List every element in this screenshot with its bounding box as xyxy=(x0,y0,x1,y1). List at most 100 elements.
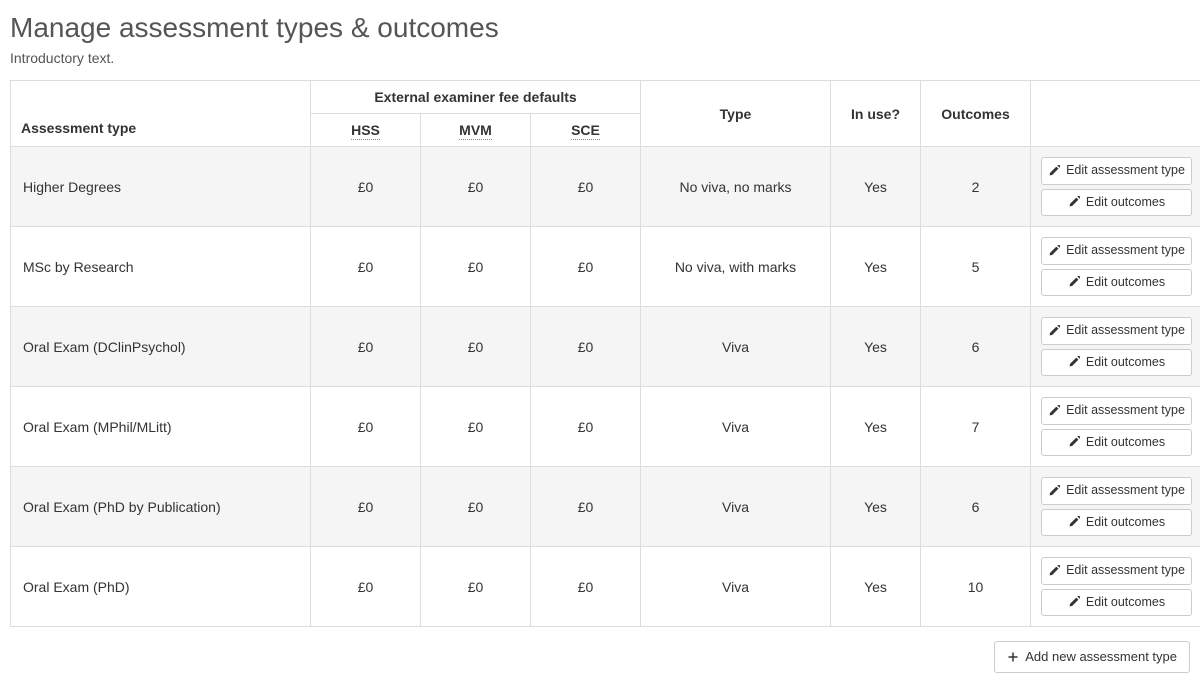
cell-actions: Edit assessment type Edit outcomes xyxy=(1031,227,1200,307)
cell-mvm: £0 xyxy=(421,467,531,547)
cell-name: Oral Exam (DClinPsychol) xyxy=(11,307,311,387)
table-row: MSc by Research £0 £0 £0 No viva, with m… xyxy=(11,227,1200,307)
cell-sce: £0 xyxy=(531,147,641,227)
edit-assessment-type-button[interactable]: Edit assessment type xyxy=(1041,237,1192,265)
cell-sce: £0 xyxy=(531,227,641,307)
pencil-icon xyxy=(1048,405,1060,417)
cell-name: MSc by Research xyxy=(11,227,311,307)
pencil-icon xyxy=(1068,596,1080,608)
col-fee-group: External examiner fee defaults xyxy=(311,81,641,114)
col-type: Type xyxy=(641,81,831,147)
edit-outcomes-label: Edit outcomes xyxy=(1086,274,1165,292)
cell-in-use: Yes xyxy=(831,467,921,547)
add-assessment-type-label: Add new assessment type xyxy=(1025,648,1177,666)
cell-mvm: £0 xyxy=(421,147,531,227)
col-sce: SCE xyxy=(531,114,641,147)
edit-outcomes-label: Edit outcomes xyxy=(1086,194,1165,212)
cell-mvm: £0 xyxy=(421,307,531,387)
cell-actions: Edit assessment type Edit outcomes xyxy=(1031,387,1200,467)
edit-assessment-type-label: Edit assessment type xyxy=(1066,562,1185,580)
pencil-icon xyxy=(1068,516,1080,528)
edit-assessment-type-button[interactable]: Edit assessment type xyxy=(1041,557,1192,585)
cell-mvm: £0 xyxy=(421,387,531,467)
cell-sce: £0 xyxy=(531,467,641,547)
cell-name: Oral Exam (PhD) xyxy=(11,547,311,627)
cell-actions: Edit assessment type Edit outcomes xyxy=(1031,467,1200,547)
edit-assessment-type-button[interactable]: Edit assessment type xyxy=(1041,317,1192,345)
cell-in-use: Yes xyxy=(831,387,921,467)
cell-in-use: Yes xyxy=(831,147,921,227)
col-hss: HSS xyxy=(311,114,421,147)
cell-type: Viva xyxy=(641,467,831,547)
cell-name: Oral Exam (MPhil/MLitt) xyxy=(11,387,311,467)
edit-outcomes-button[interactable]: Edit outcomes xyxy=(1041,429,1192,457)
edit-outcomes-button[interactable]: Edit outcomes xyxy=(1041,589,1192,617)
table-row: Oral Exam (MPhil/MLitt) £0 £0 £0 Viva Ye… xyxy=(11,387,1200,467)
plus-icon xyxy=(1007,651,1019,663)
cell-in-use: Yes xyxy=(831,547,921,627)
cell-type: No viva, no marks xyxy=(641,147,831,227)
cell-in-use: Yes xyxy=(831,227,921,307)
table-row: Oral Exam (PhD) £0 £0 £0 Viva Yes 10 Edi… xyxy=(11,547,1200,627)
cell-mvm: £0 xyxy=(421,227,531,307)
cell-outcomes: 5 xyxy=(921,227,1031,307)
add-assessment-type-button[interactable]: Add new assessment type xyxy=(994,641,1190,673)
edit-assessment-type-label: Edit assessment type xyxy=(1066,242,1185,260)
edit-assessment-type-label: Edit assessment type xyxy=(1066,322,1185,340)
pencil-icon xyxy=(1048,565,1060,577)
table-row: Oral Exam (DClinPsychol) £0 £0 £0 Viva Y… xyxy=(11,307,1200,387)
intro-text: Introductory text. xyxy=(10,50,1190,66)
cell-actions: Edit assessment type Edit outcomes xyxy=(1031,547,1200,627)
cell-hss: £0 xyxy=(311,387,421,467)
edit-outcomes-label: Edit outcomes xyxy=(1086,514,1165,532)
cell-outcomes: 10 xyxy=(921,547,1031,627)
cell-mvm: £0 xyxy=(421,547,531,627)
edit-outcomes-button[interactable]: Edit outcomes xyxy=(1041,509,1192,537)
pencil-icon xyxy=(1048,485,1060,497)
cell-type: Viva xyxy=(641,387,831,467)
cell-sce: £0 xyxy=(531,387,641,467)
edit-assessment-type-label: Edit assessment type xyxy=(1066,162,1185,180)
cell-in-use: Yes xyxy=(831,307,921,387)
pencil-icon xyxy=(1048,325,1060,337)
cell-type: No viva, with marks xyxy=(641,227,831,307)
edit-assessment-type-label: Edit assessment type xyxy=(1066,402,1185,420)
pencil-icon xyxy=(1068,436,1080,448)
edit-outcomes-label: Edit outcomes xyxy=(1086,434,1165,452)
cell-name: Oral Exam (PhD by Publication) xyxy=(11,467,311,547)
col-outcomes: Outcomes xyxy=(921,81,1031,147)
cell-name: Higher Degrees xyxy=(11,147,311,227)
edit-assessment-type-button[interactable]: Edit assessment type xyxy=(1041,477,1192,505)
cell-hss: £0 xyxy=(311,147,421,227)
pencil-icon xyxy=(1068,276,1080,288)
cell-hss: £0 xyxy=(311,307,421,387)
cell-outcomes: 7 xyxy=(921,387,1031,467)
table-row: Oral Exam (PhD by Publication) £0 £0 £0 … xyxy=(11,467,1200,547)
pencil-icon xyxy=(1068,196,1080,208)
page-title: Manage assessment types & outcomes xyxy=(10,12,1190,44)
cell-outcomes: 2 xyxy=(921,147,1031,227)
cell-actions: Edit assessment type Edit outcomes xyxy=(1031,307,1200,387)
cell-actions: Edit assessment type Edit outcomes xyxy=(1031,147,1200,227)
edit-assessment-type-label: Edit assessment type xyxy=(1066,482,1185,500)
pencil-icon xyxy=(1048,165,1060,177)
edit-outcomes-button[interactable]: Edit outcomes xyxy=(1041,349,1192,377)
cell-outcomes: 6 xyxy=(921,307,1031,387)
cell-sce: £0 xyxy=(531,307,641,387)
edit-assessment-type-button[interactable]: Edit assessment type xyxy=(1041,157,1192,185)
edit-outcomes-button[interactable]: Edit outcomes xyxy=(1041,189,1192,217)
col-assessment-type: Assessment type xyxy=(11,81,311,147)
assessment-types-table: Assessment type External examiner fee de… xyxy=(10,80,1200,627)
col-mvm: MVM xyxy=(421,114,531,147)
cell-hss: £0 xyxy=(311,227,421,307)
edit-outcomes-label: Edit outcomes xyxy=(1086,594,1165,612)
edit-outcomes-label: Edit outcomes xyxy=(1086,354,1165,372)
edit-outcomes-button[interactable]: Edit outcomes xyxy=(1041,269,1192,297)
edit-assessment-type-button[interactable]: Edit assessment type xyxy=(1041,397,1192,425)
cell-outcomes: 6 xyxy=(921,467,1031,547)
cell-type: Viva xyxy=(641,547,831,627)
cell-hss: £0 xyxy=(311,467,421,547)
cell-sce: £0 xyxy=(531,547,641,627)
cell-hss: £0 xyxy=(311,547,421,627)
col-in-use: In use? xyxy=(831,81,921,147)
